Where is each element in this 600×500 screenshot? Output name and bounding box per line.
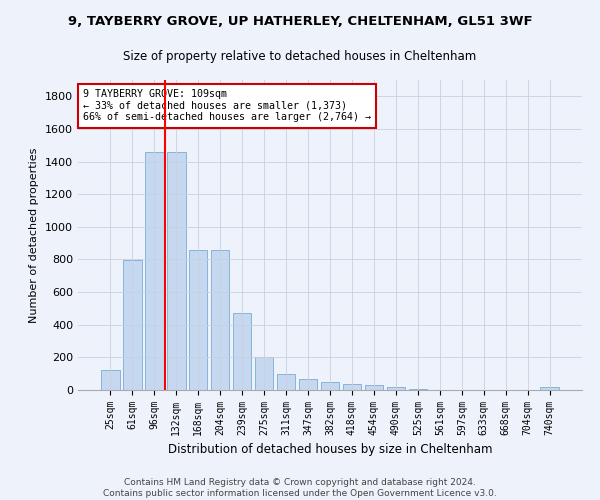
Bar <box>386 386 405 390</box>
Bar <box>541 386 559 390</box>
Bar <box>123 260 142 390</box>
Text: Contains HM Land Registry data © Crown copyright and database right 2024.
Contai: Contains HM Land Registry data © Crown c… <box>103 478 497 498</box>
Y-axis label: Number of detached properties: Number of detached properties <box>29 148 40 322</box>
Bar <box>320 382 340 390</box>
Bar <box>189 250 208 390</box>
Bar <box>365 385 383 390</box>
Text: 9, TAYBERRY GROVE, UP HATHERLEY, CHELTENHAM, GL51 3WF: 9, TAYBERRY GROVE, UP HATHERLEY, CHELTEN… <box>68 15 532 28</box>
Bar <box>145 152 164 390</box>
Text: 9 TAYBERRY GROVE: 109sqm
← 33% of detached houses are smaller (1,373)
66% of sem: 9 TAYBERRY GROVE: 109sqm ← 33% of detach… <box>83 90 371 122</box>
Bar <box>211 250 229 390</box>
Bar <box>409 389 427 390</box>
Bar <box>233 314 251 390</box>
Bar <box>343 384 361 390</box>
X-axis label: Distribution of detached houses by size in Cheltenham: Distribution of detached houses by size … <box>168 444 492 456</box>
Bar <box>299 380 317 390</box>
Bar <box>255 358 274 390</box>
Bar <box>101 370 119 390</box>
Bar <box>167 152 185 390</box>
Text: Size of property relative to detached houses in Cheltenham: Size of property relative to detached ho… <box>124 50 476 63</box>
Bar <box>277 374 295 390</box>
